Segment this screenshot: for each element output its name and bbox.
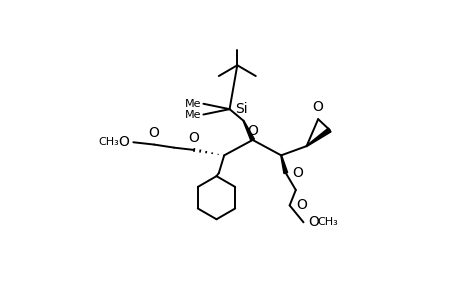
Text: Me: Me bbox=[185, 99, 202, 109]
Text: O: O bbox=[148, 126, 159, 140]
Polygon shape bbox=[306, 128, 330, 146]
Text: CH₃: CH₃ bbox=[99, 137, 119, 147]
Polygon shape bbox=[242, 121, 254, 141]
Text: O: O bbox=[247, 124, 257, 138]
Text: O: O bbox=[308, 215, 318, 229]
Text: Me: Me bbox=[185, 110, 202, 119]
Text: Si: Si bbox=[235, 102, 247, 116]
Text: O: O bbox=[291, 166, 302, 180]
Text: CH₃: CH₃ bbox=[317, 217, 337, 227]
Polygon shape bbox=[280, 155, 287, 173]
Text: O: O bbox=[312, 100, 323, 114]
Text: O: O bbox=[118, 135, 129, 149]
Text: O: O bbox=[188, 131, 199, 145]
Text: O: O bbox=[295, 198, 306, 212]
